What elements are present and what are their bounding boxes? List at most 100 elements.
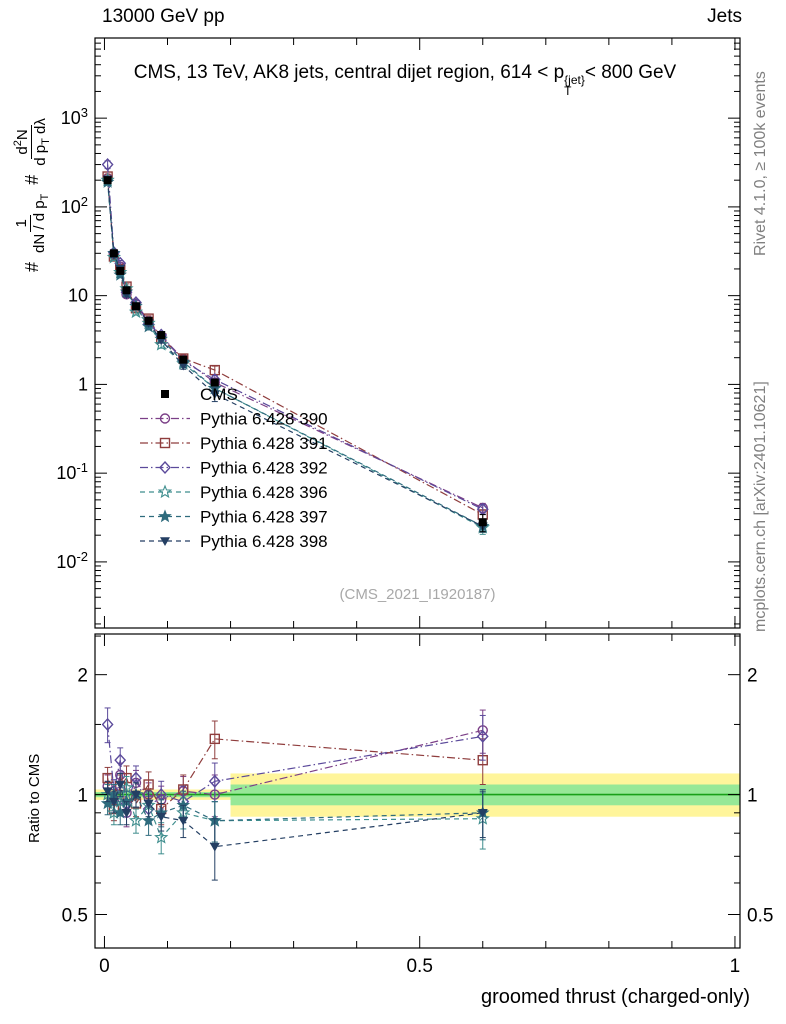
x-tick-label: 0 bbox=[99, 956, 110, 977]
marker-star-filled bbox=[141, 813, 156, 827]
series-line-ratio bbox=[107, 782, 483, 848]
mcplots-reference-label: mcplots.cern.ch [arXiv:2401.10621] bbox=[752, 381, 769, 632]
marker-diamond-open bbox=[101, 717, 114, 731]
marker-diamond-open bbox=[101, 158, 114, 172]
legend-entry-pythia-6-428-398: Pythia 6.428 398 bbox=[140, 532, 328, 551]
series-line-main bbox=[107, 179, 484, 527]
legend-marker-star-filled bbox=[158, 509, 172, 523]
legend-marker-triangle-down-filled bbox=[160, 537, 170, 546]
main-y-tick-label: 10 bbox=[68, 286, 88, 306]
legend-label: Pythia 6.428 398 bbox=[200, 532, 328, 551]
main-y-tick-label: 10-2 bbox=[56, 549, 88, 572]
x-tick-label: 0.5 bbox=[406, 956, 432, 977]
marker-cms-square bbox=[210, 378, 219, 387]
marker-triangle-down-filled bbox=[143, 799, 154, 809]
hash-symbol: # bbox=[21, 174, 42, 185]
marker-star-open bbox=[154, 830, 169, 844]
ratio-uncertainty-bands bbox=[95, 773, 740, 817]
marker-cms-square bbox=[144, 316, 153, 325]
x-axis-label: groomed thrust (charged-only) bbox=[480, 986, 750, 1008]
legend-entry-pythia-6-428-397: Pythia 6.428 397 bbox=[140, 508, 328, 527]
pt-jet-superscript: {jet} bbox=[564, 73, 585, 87]
legend-entry-pythia-6-428-396: Pythia 6.428 396 bbox=[140, 483, 328, 502]
series-cms-data bbox=[103, 176, 487, 533]
marker-triangle-down-filled bbox=[178, 361, 189, 371]
marker-square-open bbox=[209, 733, 220, 745]
marker-cms-square bbox=[103, 176, 112, 185]
legend-entry-pythia-6-428-392: Pythia 6.428 392 bbox=[140, 459, 328, 478]
marker-triangle-down-filled bbox=[130, 790, 141, 800]
beam-energy-label: 13000 GeV pp bbox=[102, 6, 225, 27]
legend-label: Pythia 6.428 397 bbox=[200, 508, 328, 527]
marker-square-open bbox=[143, 779, 154, 790]
ratio-y-tick-label-right: 0.5 bbox=[747, 906, 773, 927]
marker-diamond-open bbox=[476, 729, 489, 743]
analysis-id-watermark: (CMS_2021_I1920187) bbox=[339, 586, 496, 603]
main-y-tick-label: 10-1 bbox=[56, 460, 88, 483]
legend-entry-cms: CMS bbox=[161, 385, 238, 404]
axis-ticks: 0 0.5 1 10-2 10-1 1 10 102 103 0.5 0.5 1 1 2 2 bbox=[56, 37, 773, 977]
ratio-y-tick-label-left: 0.5 bbox=[62, 906, 88, 927]
fraction-one-over-dndpt: 1 dN / d pT bbox=[13, 193, 52, 253]
marker-triangle-down-filled bbox=[178, 816, 189, 826]
main-panel-frame bbox=[94, 37, 741, 629]
marker-triangle-down-filled bbox=[121, 809, 132, 818]
legend-marker-star-open bbox=[157, 484, 173, 499]
series-line-ratio bbox=[107, 724, 483, 811]
marker-cms-square bbox=[131, 302, 140, 311]
series-line-ratio bbox=[107, 786, 483, 839]
marker-cms-square bbox=[122, 286, 131, 295]
legend: CMS Pythia 6.428 390 Pythia 6.428 391 Pythi… bbox=[140, 385, 328, 551]
marker-diamond-open bbox=[208, 774, 221, 788]
marker-diamond-open bbox=[114, 753, 127, 767]
rivet-version-label: Rivet 4.1.0, ≥ 100k events bbox=[752, 71, 769, 256]
marker-star-open bbox=[106, 249, 122, 264]
marker-triangle-down-filled bbox=[156, 812, 167, 822]
marker-triangle-down-filled bbox=[209, 842, 220, 852]
legend-entry-pythia-6-428-390: Pythia 6.428 390 bbox=[140, 410, 328, 429]
analysis-category-label: Jets bbox=[707, 6, 742, 27]
hash-symbol: # bbox=[21, 261, 42, 272]
main-y-axis-label: # 1 dN / d pT # d2N d pT dλ bbox=[12, 118, 53, 272]
pt-subscript: T bbox=[564, 84, 572, 99]
pt-jet-stack: {jet} T bbox=[564, 73, 585, 99]
marker-triangle-down-filled bbox=[108, 797, 119, 807]
legend-entry-pythia-6-428-391: Pythia 6.428 391 bbox=[140, 434, 328, 453]
marker-cms-square bbox=[157, 331, 166, 340]
legend-marker-square-open bbox=[159, 437, 171, 449]
ratio-y-tick-label-left: 2 bbox=[77, 666, 88, 687]
legend-label: CMS bbox=[200, 385, 238, 404]
ratio-y-tick-label-left: 1 bbox=[77, 786, 88, 807]
marker-star-open bbox=[154, 337, 169, 351]
legend-marker-diamond-open bbox=[159, 460, 171, 475]
series-line-main bbox=[107, 182, 484, 527]
marker-triangle-down-filled bbox=[102, 787, 113, 797]
marker-cms-square bbox=[478, 518, 487, 527]
marker-triangle-down-filled bbox=[477, 809, 488, 818]
legend-label: Pythia 6.428 396 bbox=[200, 483, 328, 502]
main-y-tick-label: 102 bbox=[61, 194, 88, 217]
ratio-y-tick-label-right: 1 bbox=[747, 786, 758, 807]
marker-triangle-down-filled bbox=[115, 780, 126, 790]
main-y-tick-label: 103 bbox=[61, 105, 88, 128]
ratio-y-tick-label-right: 2 bbox=[747, 666, 758, 687]
legend-label: Pythia 6.428 392 bbox=[200, 459, 328, 478]
legend-marker-circle-open bbox=[159, 413, 171, 424]
series-line-ratio bbox=[107, 793, 483, 822]
marker-cms-square bbox=[179, 355, 188, 364]
marker-cms-square bbox=[116, 266, 125, 275]
legend-label: Pythia 6.428 390 bbox=[200, 410, 328, 429]
ratio-panel-frame bbox=[94, 633, 741, 949]
marker-triangle-down-filled bbox=[209, 390, 220, 400]
legend-marker-square-filled bbox=[161, 390, 169, 398]
marker-star-open bbox=[128, 304, 144, 319]
main-y-tick-label: 1 bbox=[78, 374, 88, 394]
marker-cms-square bbox=[109, 249, 118, 258]
legend-label: Pythia 6.428 391 bbox=[200, 434, 328, 453]
fraction-d2n: d2N d pT dλ bbox=[12, 118, 53, 166]
marker-star-open bbox=[128, 813, 144, 827]
x-tick-label: 1 bbox=[730, 956, 741, 977]
plot-title-text: CMS, 13 TeV, AK8 jets, central dijet reg… bbox=[133, 62, 565, 83]
